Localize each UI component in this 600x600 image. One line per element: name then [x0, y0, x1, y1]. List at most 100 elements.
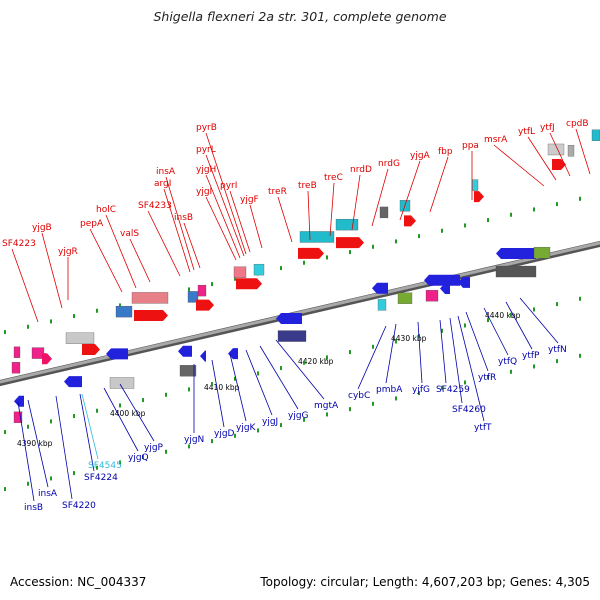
- rev-gene-label-yjgn[interactable]: yjgN: [184, 435, 204, 445]
- rev-gene-label-sf4224[interactable]: SF4224: [84, 473, 118, 483]
- gene-feature[interactable]: [299, 231, 335, 243]
- fwd-gene-label-msra[interactable]: msrA: [484, 135, 508, 145]
- gene-feature[interactable]: [424, 274, 460, 286]
- rev-gene-label-pmba[interactable]: pmbA: [376, 385, 403, 395]
- fwd-gene-label-pyrb[interactable]: pyrB: [196, 123, 217, 133]
- gene-feature[interactable]: [13, 411, 23, 423]
- rev-gene-label-yjfg[interactable]: yjfG: [412, 385, 430, 395]
- gene-feature[interactable]: [233, 266, 247, 278]
- fwd-gene-label-nrdg[interactable]: nrdG: [378, 159, 400, 169]
- gene-feature[interactable]: [200, 350, 206, 362]
- gene-feature[interactable]: [65, 332, 95, 344]
- gene-feature[interactable]: [379, 206, 389, 219]
- fwd-gene-label-trer[interactable]: treR: [268, 187, 287, 197]
- gene-feature[interactable]: [471, 179, 479, 191]
- rev-gene-label-yjgq[interactable]: yjgQ: [128, 453, 149, 463]
- fwd-gene-label-yjgi[interactable]: yjgI: [196, 187, 212, 197]
- rev-gene-label-mgta[interactable]: mgtA: [314, 401, 339, 411]
- gene-feature[interactable]: [397, 292, 413, 304]
- rev-gene-label-yjgk[interactable]: yjgK: [236, 423, 257, 433]
- fwd-gene-label-pyrl[interactable]: pyrL: [196, 145, 216, 155]
- gene-feature[interactable]: [134, 309, 168, 321]
- gene-feature[interactable]: [377, 299, 387, 311]
- gene-feature[interactable]: [115, 305, 133, 318]
- fwd-gene-label-yjgh[interactable]: yjgH: [196, 165, 216, 175]
- rev-gene-label-sf4260[interactable]: SF4260: [452, 405, 486, 415]
- rev-gene-label-yjgg[interactable]: yjgG: [288, 411, 309, 421]
- fwd-gene-label-trec[interactable]: treC: [324, 173, 343, 183]
- gene-feature[interactable]: [404, 215, 416, 227]
- gene-feature[interactable]: [458, 276, 470, 288]
- fwd-gene-label-argi[interactable]: argI: [154, 179, 171, 189]
- gene-feature[interactable]: [131, 292, 169, 304]
- gene-feature[interactable]: [567, 145, 575, 157]
- fwd-gene-label-insa[interactable]: insA: [156, 167, 176, 177]
- gene-feature[interactable]: [336, 237, 364, 249]
- fwd-gene-label-sf4223[interactable]: SF4223: [2, 239, 36, 249]
- rev-gene-label-sf4220[interactable]: SF4220: [62, 501, 96, 511]
- fwd-gene-label-treb[interactable]: treB: [298, 181, 317, 191]
- fwd-gene-label-ppa[interactable]: ppa: [462, 141, 479, 151]
- rev-gene-label-insb[interactable]: insB: [24, 503, 43, 513]
- gene-feature[interactable]: [425, 290, 439, 302]
- gene-feature[interactable]: [552, 159, 566, 171]
- gene-feature[interactable]: [236, 278, 262, 290]
- rev-gene-label-insa[interactable]: insA: [38, 489, 58, 499]
- rev-gene-label-sf4259[interactable]: SF4259: [436, 385, 470, 395]
- fwd-gene-label-sf4233[interactable]: SF4233: [138, 201, 172, 211]
- gene-feature[interactable]: [228, 348, 238, 360]
- gene-feature[interactable]: [42, 353, 52, 365]
- gene-feature[interactable]: [14, 395, 24, 407]
- rev-gene-label-yjgp[interactable]: yjgP: [144, 443, 164, 453]
- gene-feature[interactable]: [253, 263, 265, 276]
- gene-feature[interactable]: [187, 291, 199, 303]
- fwd-gene-label-holc[interactable]: holC: [96, 205, 116, 215]
- rev-gene-label-yjgj[interactable]: yjgJ: [262, 417, 278, 427]
- gene-feature[interactable]: [109, 377, 135, 389]
- rev-gene-label-sf4545[interactable]: SF4545: [88, 461, 122, 471]
- gene-feature[interactable]: [82, 343, 100, 355]
- gene-feature[interactable]: [547, 143, 565, 156]
- gene-feature[interactable]: [277, 330, 307, 342]
- gene-feature[interactable]: [495, 265, 537, 278]
- gene-feature[interactable]: [591, 129, 600, 141]
- fwd-gene-label-yjga[interactable]: yjgA: [410, 151, 431, 161]
- gene-feature[interactable]: [64, 376, 82, 388]
- gene-feature[interactable]: [474, 191, 484, 203]
- fwd-gene-label-yjgb[interactable]: yjgB: [32, 223, 52, 233]
- gene-feature[interactable]: [440, 283, 450, 295]
- gene-feature[interactable]: [13, 346, 21, 358]
- gene-labels[interactable]: SF4223 yjgB yjgR pepA holC valS SF4233 argI insA…: [2, 119, 589, 513]
- fwd-gene-label-insb[interactable]: insB: [174, 213, 193, 223]
- gene-feature[interactable]: [276, 313, 302, 325]
- gene-feature[interactable]: [372, 282, 388, 294]
- fwd-gene-label-yjgf[interactable]: yjgF: [240, 195, 259, 205]
- rev-gene-label-ytft[interactable]: ytfT: [474, 423, 492, 433]
- gene-feature[interactable]: [31, 347, 45, 359]
- gene-feature[interactable]: [197, 284, 207, 297]
- fwd-gene-label-nrdd[interactable]: nrdD: [350, 165, 372, 175]
- gene-feature[interactable]: [496, 248, 536, 260]
- gene-feature[interactable]: [533, 247, 551, 259]
- fwd-gene-label-pyri[interactable]: pyrI: [220, 181, 237, 191]
- gene-features[interactable]: [11, 129, 600, 423]
- gene-feature[interactable]: [106, 348, 128, 360]
- gene-feature[interactable]: [335, 218, 359, 231]
- fwd-gene-label-yjgr[interactable]: yjgR: [58, 247, 78, 257]
- gene-feature[interactable]: [11, 362, 21, 374]
- gene-feature[interactable]: [196, 299, 214, 311]
- rev-gene-label-cybc[interactable]: cybC: [348, 391, 370, 401]
- gene-feature[interactable]: [298, 247, 324, 259]
- rev-gene-label-ytfr[interactable]: ytfR: [478, 373, 496, 383]
- gene-feature[interactable]: [179, 365, 197, 377]
- fwd-gene-label-vals[interactable]: valS: [120, 229, 139, 239]
- fwd-gene-label-ytfj[interactable]: ytfJ: [540, 123, 555, 133]
- gene-feature[interactable]: [178, 345, 192, 357]
- rev-gene-label-ytfn[interactable]: ytfN: [548, 345, 567, 355]
- rev-gene-label-yjgd[interactable]: yjgD: [214, 429, 235, 439]
- fwd-gene-label-ytfl[interactable]: ytfL: [518, 127, 535, 137]
- rev-gene-label-ytfq[interactable]: ytfQ: [498, 357, 517, 367]
- rev-gene-label-ytfp[interactable]: ytfP: [522, 351, 540, 361]
- fwd-gene-label-fbp[interactable]: fbp: [438, 147, 453, 157]
